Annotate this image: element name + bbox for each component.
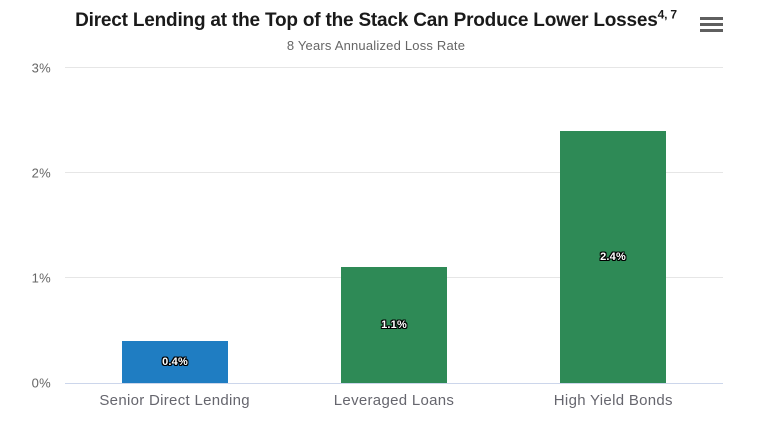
x-axis-category-label: High Yield Bonds xyxy=(553,392,673,409)
y-gridline xyxy=(65,67,723,68)
x-axis-line xyxy=(65,383,723,384)
chart-title: Direct Lending at the Top of the Stack C… xyxy=(0,9,752,33)
bar-leveraged-loans[interactable]: 1.1% xyxy=(341,267,447,383)
hamburger-menu-icon[interactable] xyxy=(700,17,723,32)
x-axis-labels: Senior Direct Lending Leveraged Loans High… xyxy=(65,392,723,414)
hamburger-bar xyxy=(700,23,723,26)
y-axis-tick-label: 3% xyxy=(31,60,51,76)
x-axis-category-label: Senior Direct Lending xyxy=(99,392,250,409)
bar-data-label: 2.4% xyxy=(600,251,626,263)
bar-high-yield-bonds[interactable]: 2.4% xyxy=(560,131,666,383)
y-axis-tick-label: 2% xyxy=(31,165,51,181)
bar-senior-direct-lending[interactable]: 0.4% xyxy=(122,341,228,383)
hamburger-bar xyxy=(700,29,723,32)
hamburger-bar xyxy=(700,17,723,20)
chart-title-text: Direct Lending at the Top of the Stack C… xyxy=(75,10,658,31)
chart-subtitle: 8 Years Annualized Loss Rate xyxy=(286,38,466,53)
y-axis-tick-label: 1% xyxy=(31,270,51,286)
bar-data-label: 1.1% xyxy=(381,319,407,331)
bar-data-label: 0.4% xyxy=(162,356,188,368)
y-gridline xyxy=(65,172,723,173)
y-axis-tick-label: 0% xyxy=(31,375,51,391)
plot-area: 0% 1% 2% 3% 0.4% 1.1% 2.4% xyxy=(32,61,723,391)
x-axis-category-label: Leveraged Loans xyxy=(333,392,455,409)
chart-title-footnote-superscript: 4, 7 xyxy=(657,7,677,22)
